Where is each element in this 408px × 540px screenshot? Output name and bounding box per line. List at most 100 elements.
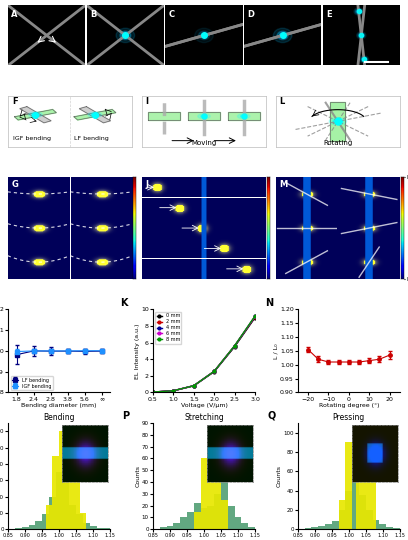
Circle shape xyxy=(362,58,366,60)
Legend: 0 mm, 2 mm, 4 mm, 6 mm, 8 mm: 0 mm, 2 mm, 4 mm, 6 mm, 8 mm xyxy=(155,312,182,343)
8 mm xyxy=(151,389,155,395)
0 mm xyxy=(171,388,176,394)
Polygon shape xyxy=(330,102,345,140)
Circle shape xyxy=(241,115,247,118)
Bar xyxy=(346,442,352,529)
Circle shape xyxy=(202,34,206,37)
Text: D: D xyxy=(247,10,254,18)
Y-axis label: EL Intensity (a.u.): EL Intensity (a.u.) xyxy=(135,323,140,379)
Bar xyxy=(207,505,214,529)
Bar xyxy=(62,480,69,529)
Text: B: B xyxy=(90,10,96,18)
Bar xyxy=(339,500,346,529)
Text: J: J xyxy=(146,180,149,188)
Line: 2 mm: 2 mm xyxy=(152,315,256,394)
Bar xyxy=(346,490,352,529)
0 mm xyxy=(253,314,257,321)
Bar xyxy=(311,527,318,529)
Bar xyxy=(173,523,180,529)
4 mm xyxy=(212,368,217,375)
Circle shape xyxy=(361,70,370,77)
8 mm xyxy=(232,342,237,349)
Bar xyxy=(103,528,110,529)
Text: A: A xyxy=(11,10,18,18)
Bar xyxy=(352,481,359,529)
Bar xyxy=(386,527,393,529)
Text: Moving: Moving xyxy=(191,140,217,146)
Circle shape xyxy=(277,31,288,39)
Circle shape xyxy=(359,56,368,63)
Text: Rotating: Rotating xyxy=(323,140,353,146)
Circle shape xyxy=(199,31,209,39)
Circle shape xyxy=(116,28,135,43)
Circle shape xyxy=(198,114,210,119)
Text: F: F xyxy=(12,98,18,106)
Bar xyxy=(235,517,242,529)
Bar xyxy=(248,527,255,529)
Bar xyxy=(305,528,311,529)
Bar xyxy=(221,500,228,529)
Bar xyxy=(22,526,29,529)
Text: L: L xyxy=(279,98,285,106)
Bar xyxy=(214,494,221,529)
Polygon shape xyxy=(15,110,56,120)
Polygon shape xyxy=(79,106,111,123)
Line: 4 mm: 4 mm xyxy=(152,315,256,394)
Bar xyxy=(83,523,90,529)
6 mm xyxy=(171,388,176,394)
Circle shape xyxy=(358,33,364,38)
Circle shape xyxy=(124,34,127,37)
2 mm xyxy=(191,382,196,389)
Circle shape xyxy=(333,119,343,123)
Bar xyxy=(194,503,201,529)
Bar xyxy=(90,526,97,529)
Bar xyxy=(56,472,62,529)
Title: Bending: Bending xyxy=(43,413,75,422)
Bar xyxy=(97,528,103,529)
Circle shape xyxy=(357,32,366,39)
Bar xyxy=(379,524,386,529)
Bar xyxy=(46,505,52,529)
Bar xyxy=(332,522,339,529)
Bar xyxy=(29,525,35,529)
Text: G: G xyxy=(11,180,18,189)
Bar xyxy=(194,511,201,529)
X-axis label: Rotating degree (°): Rotating degree (°) xyxy=(319,403,379,408)
4 mm xyxy=(151,389,155,395)
4 mm xyxy=(253,313,257,320)
Circle shape xyxy=(364,72,367,75)
Circle shape xyxy=(237,114,250,119)
6 mm xyxy=(253,313,257,320)
Bar xyxy=(49,496,56,529)
Y-axis label: L / L₀: L / L₀ xyxy=(273,343,279,359)
Polygon shape xyxy=(74,110,116,120)
Circle shape xyxy=(329,118,346,125)
Text: M: M xyxy=(279,180,287,189)
X-axis label: Voltage (V/μm): Voltage (V/μm) xyxy=(181,403,227,408)
0 mm xyxy=(151,389,155,395)
Bar xyxy=(325,524,332,529)
Bar xyxy=(66,440,73,529)
Circle shape xyxy=(120,31,131,39)
4 mm xyxy=(232,343,237,349)
Bar xyxy=(35,521,42,529)
6 mm xyxy=(232,342,237,349)
Bar xyxy=(80,513,86,529)
Circle shape xyxy=(362,71,369,76)
Bar xyxy=(339,510,346,529)
Text: N: N xyxy=(265,298,273,308)
Circle shape xyxy=(353,0,361,1)
Circle shape xyxy=(361,57,367,62)
Circle shape xyxy=(355,9,361,14)
Legend: LF bending, IGF bending: LF bending, IGF bending xyxy=(11,376,53,390)
Bar xyxy=(52,456,59,529)
Circle shape xyxy=(88,112,102,118)
Circle shape xyxy=(195,28,213,43)
0 mm xyxy=(191,383,196,389)
Bar xyxy=(180,517,187,529)
6 mm xyxy=(212,368,217,375)
2 mm xyxy=(253,314,257,320)
2 mm xyxy=(212,368,217,375)
Bar xyxy=(221,482,228,529)
Title: Stretching: Stretching xyxy=(184,413,224,422)
